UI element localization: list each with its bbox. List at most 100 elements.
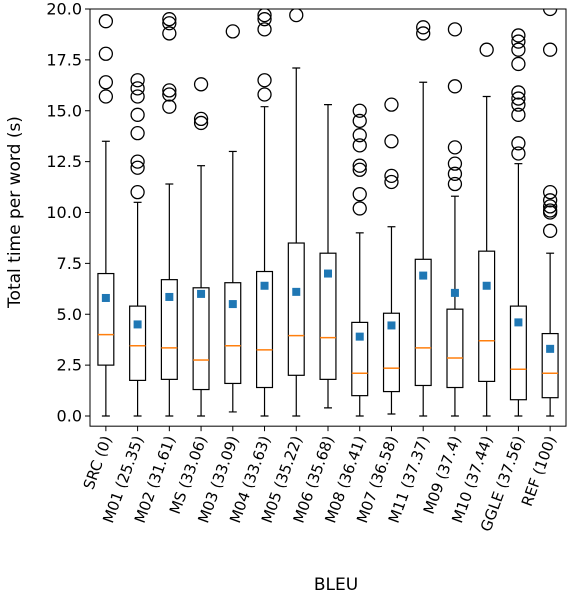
mean-marker bbox=[197, 289, 206, 298]
box bbox=[224, 282, 242, 385]
outlier-point bbox=[130, 154, 145, 169]
outlier-point bbox=[416, 26, 431, 41]
box bbox=[256, 270, 274, 389]
outlier-point bbox=[416, 20, 431, 35]
outlier-point bbox=[447, 156, 463, 171]
outlier-point bbox=[352, 138, 367, 153]
outlier-point bbox=[130, 107, 145, 122]
outlier-point bbox=[542, 193, 558, 208]
box bbox=[478, 250, 496, 383]
box-group bbox=[414, 20, 432, 417]
y-tick-label: 5.0 bbox=[57, 305, 82, 324]
box bbox=[160, 279, 178, 380]
outlier-point bbox=[447, 166, 463, 181]
box bbox=[382, 312, 400, 393]
outlier-point bbox=[542, 9, 558, 17]
outlier-point bbox=[352, 128, 367, 143]
outlier-point bbox=[130, 81, 145, 96]
outlier-point bbox=[511, 146, 526, 161]
y-tick-label: 10.0 bbox=[46, 203, 82, 222]
outlier-point bbox=[447, 22, 463, 37]
mean-marker bbox=[482, 281, 491, 290]
outlier-point bbox=[511, 42, 526, 57]
box bbox=[129, 305, 147, 381]
outlier-point bbox=[511, 85, 526, 100]
outlier-point bbox=[384, 174, 399, 190]
mean-marker bbox=[546, 344, 555, 353]
outlier-point bbox=[352, 158, 367, 173]
outlier-point bbox=[162, 87, 177, 102]
box-group bbox=[129, 73, 147, 417]
box bbox=[446, 308, 464, 389]
outlier-point bbox=[384, 168, 399, 184]
outlier-point bbox=[193, 77, 209, 92]
y-axis: 0.0 2.5 5.0 7.5 10.0 12.5 15.0 17.5 20.0 bbox=[46, 0, 90, 426]
outlier-point bbox=[511, 107, 526, 122]
outlier-point bbox=[257, 73, 272, 88]
outlier-point bbox=[542, 184, 558, 200]
box-group bbox=[224, 24, 242, 413]
mean-marker bbox=[450, 288, 459, 297]
box-group bbox=[287, 9, 305, 417]
outlier-point bbox=[384, 97, 399, 112]
outlier-point bbox=[257, 87, 272, 102]
outlier-point bbox=[98, 75, 114, 90]
y-tick-label: 17.5 bbox=[46, 50, 82, 69]
outlier-point bbox=[98, 89, 114, 104]
y-tick-label: 0.0 bbox=[57, 407, 82, 426]
outlier-point bbox=[130, 89, 145, 104]
outlier-point bbox=[352, 201, 367, 216]
box bbox=[287, 242, 305, 376]
box-group bbox=[97, 14, 115, 417]
mean-marker bbox=[260, 281, 269, 290]
outlier-point bbox=[257, 12, 272, 27]
outlier-point bbox=[98, 46, 114, 61]
box-group bbox=[351, 103, 369, 417]
outlier-point bbox=[225, 24, 240, 39]
mean-marker bbox=[324, 269, 332, 278]
y-tick-label: 7.5 bbox=[57, 254, 82, 273]
outlier-point bbox=[162, 83, 177, 98]
outlier-point bbox=[447, 79, 463, 94]
y-tick-label: 2.5 bbox=[57, 356, 82, 375]
outlier-point bbox=[511, 97, 526, 112]
plot-marks bbox=[97, 9, 559, 417]
outlier-point bbox=[130, 160, 145, 175]
outlier-point bbox=[542, 223, 558, 238]
box-group bbox=[446, 22, 464, 417]
mean-marker bbox=[355, 332, 364, 341]
mean-marker bbox=[419, 271, 428, 280]
outlier-point bbox=[130, 125, 145, 141]
box bbox=[97, 272, 115, 366]
outlier-point bbox=[542, 199, 558, 214]
mean-marker bbox=[133, 320, 142, 329]
y-tick-label: 12.5 bbox=[46, 152, 82, 171]
y-axis-label: Total time per word (s) bbox=[5, 116, 25, 309]
box bbox=[319, 252, 337, 380]
box-group bbox=[256, 9, 274, 417]
mean-marker bbox=[228, 300, 237, 309]
outlier-point bbox=[130, 184, 145, 200]
outlier-point bbox=[98, 14, 114, 29]
box bbox=[351, 321, 369, 397]
box-group bbox=[192, 77, 210, 417]
outlier-point bbox=[542, 42, 558, 57]
mean-marker bbox=[101, 293, 110, 302]
mean-marker bbox=[387, 321, 396, 330]
outlier-point bbox=[289, 9, 304, 23]
y-tick-label: 15.0 bbox=[46, 101, 82, 120]
outlier-point bbox=[511, 91, 526, 106]
box bbox=[414, 258, 432, 387]
box-group bbox=[382, 97, 400, 415]
outlier-point bbox=[511, 28, 526, 43]
box-group bbox=[160, 12, 178, 417]
box-group bbox=[319, 104, 337, 409]
outlier-point bbox=[162, 16, 177, 31]
outlier-point bbox=[193, 111, 209, 127]
y-tick-label: 20.0 bbox=[46, 0, 82, 19]
box bbox=[509, 305, 527, 401]
outlier-point bbox=[479, 42, 494, 57]
box-group bbox=[509, 28, 527, 417]
outlier-point bbox=[162, 99, 177, 114]
